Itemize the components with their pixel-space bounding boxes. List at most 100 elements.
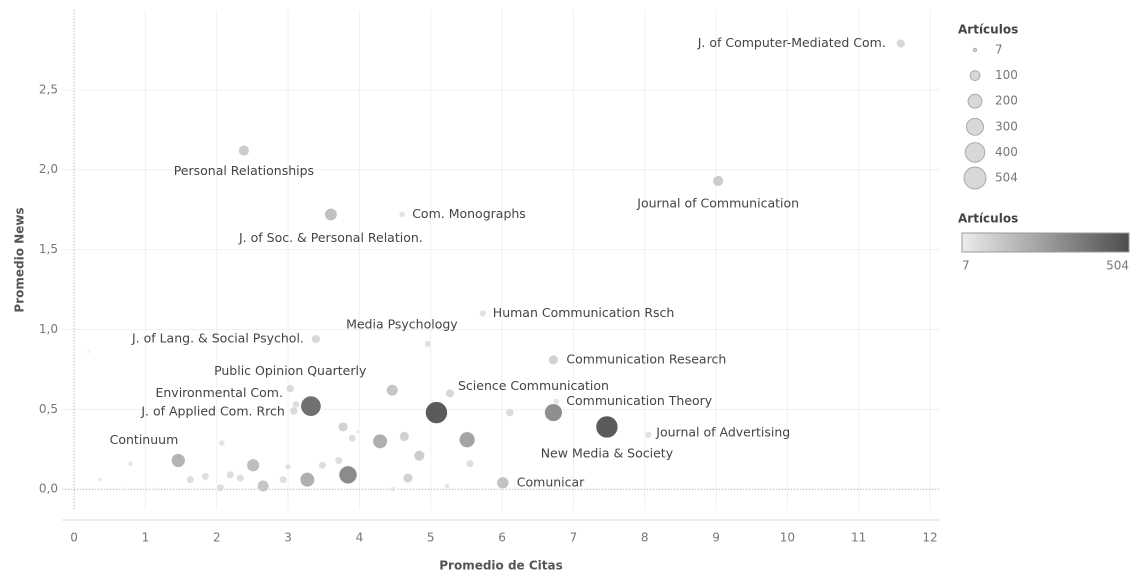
y-tick-label: 1,0 — [39, 322, 58, 336]
x-tick-label: 9 — [712, 531, 720, 545]
size-legend-symbol — [966, 117, 984, 136]
bubble — [156, 487, 161, 492]
size-legend-title: Artículos — [958, 23, 1018, 37]
size-legend-symbol — [969, 70, 981, 81]
bubble — [86, 349, 91, 354]
bubble — [505, 408, 515, 417]
bubble — [544, 403, 563, 422]
bubble — [338, 465, 358, 485]
bubble — [318, 461, 327, 470]
bubble — [334, 456, 343, 465]
point-label: J. of Lang. & Social Psychol. — [131, 331, 304, 346]
bubble — [479, 309, 487, 318]
bubble — [171, 453, 186, 468]
point-label: Human Communication Rsch — [493, 305, 675, 320]
bubble — [201, 472, 210, 481]
size-legend-label: 200 — [995, 94, 1018, 108]
bubble — [311, 334, 321, 344]
point-label: Personal Relationships — [174, 163, 314, 178]
x-tick-label: 5 — [427, 531, 435, 545]
bubble — [300, 395, 322, 417]
bubble — [712, 175, 724, 187]
point-label: Continuum — [110, 432, 179, 447]
bubble — [121, 487, 126, 492]
y-tick-label: 0,5 — [39, 402, 58, 416]
x-axis-title: Promedio de Citas — [439, 559, 563, 573]
bubble — [246, 458, 260, 472]
point-label: Com. Monographs — [412, 206, 526, 221]
bubble — [399, 431, 410, 442]
bubble — [238, 144, 250, 157]
bubble — [496, 476, 510, 490]
point-label: Communication Research — [566, 351, 726, 366]
x-tick-label: 6 — [498, 531, 506, 545]
bubble — [226, 470, 235, 479]
point-label: Journal of Advertising — [655, 424, 790, 439]
point-label: New Media & Society — [541, 445, 674, 460]
point-label: Public Opinion Quarterly — [214, 363, 367, 378]
size-legend-label: 300 — [995, 119, 1018, 133]
size-legend-symbol — [963, 166, 987, 190]
bubble — [548, 354, 559, 366]
bubble — [389, 486, 396, 493]
bubble — [355, 429, 361, 435]
bubble — [372, 433, 388, 449]
bubble — [413, 450, 426, 462]
color-legend-bar — [961, 232, 1130, 253]
bubble — [386, 384, 399, 397]
bubble — [97, 477, 103, 483]
bubble — [337, 421, 349, 433]
color-legend-min: 7 — [962, 259, 970, 273]
x-tick-label: 11 — [851, 531, 866, 545]
point-label: Comunicar — [517, 474, 585, 489]
bubble — [257, 479, 270, 493]
bubble — [285, 384, 295, 393]
bubble — [896, 38, 906, 49]
size-legend-symbol — [967, 93, 983, 109]
x-tick-label: 4 — [356, 531, 364, 545]
x-tick-label: 0 — [70, 531, 78, 545]
x-tick-label: 8 — [641, 531, 649, 545]
bubble — [289, 406, 299, 416]
point-label: J. of Computer-Mediated Com. — [697, 35, 886, 50]
x-tick-label: 3 — [284, 531, 292, 545]
color-legend-title: Artículos — [958, 212, 1018, 226]
bubble — [186, 475, 195, 484]
y-tick-label: 0,0 — [39, 482, 58, 496]
x-tick-label: 10 — [780, 531, 795, 545]
size-legend-symbol — [964, 142, 986, 163]
point-label: Journal of Communication — [636, 195, 799, 210]
bubble — [324, 207, 338, 221]
size-legend-label: 7 — [995, 43, 1003, 57]
bubble — [595, 415, 619, 439]
y-tick-label: 1,5 — [39, 242, 58, 256]
bubble — [284, 463, 292, 471]
x-tick-label: 2 — [213, 531, 221, 545]
point-label: Science Communication — [458, 378, 609, 393]
size-legend-label: 400 — [995, 145, 1018, 159]
point-label: Media Psychology — [346, 316, 458, 331]
x-tick-label: 12 — [922, 531, 937, 545]
bubble — [216, 483, 225, 492]
bubble — [444, 483, 451, 490]
bubble — [445, 388, 455, 399]
y-tick-label: 2,5 — [39, 82, 58, 96]
bubble — [348, 434, 357, 443]
point-label: J. of Applied Com. Rrch — [140, 403, 284, 418]
bubble — [398, 211, 406, 218]
bubble — [644, 431, 653, 439]
bubble — [218, 439, 226, 447]
bubble — [424, 340, 432, 348]
bubble — [279, 475, 288, 484]
bubble — [127, 460, 134, 467]
bubble — [402, 472, 414, 484]
point-label: J. of Soc. & Personal Relation. — [238, 230, 423, 245]
point-label: Environmental Com. — [155, 385, 282, 400]
color-legend-max: 504 — [1106, 259, 1129, 273]
size-legend-label: 504 — [995, 171, 1018, 185]
bubble — [299, 472, 315, 488]
bubble — [425, 401, 448, 424]
size-legend-symbol — [972, 47, 978, 53]
x-tick-label: 1 — [142, 531, 150, 545]
